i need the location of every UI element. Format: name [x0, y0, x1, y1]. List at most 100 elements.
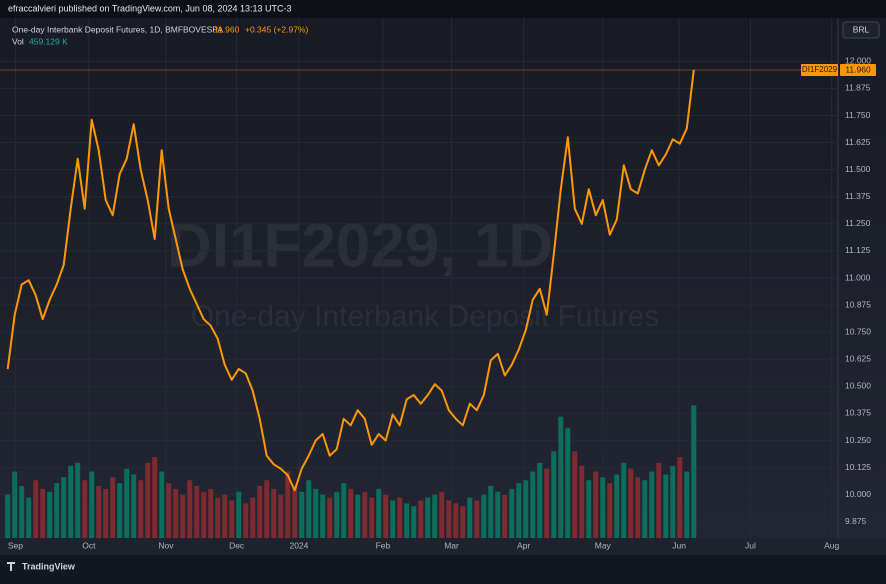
volume-bar	[565, 428, 571, 538]
volume-bar	[201, 491, 207, 538]
volume-bar	[425, 497, 431, 538]
currency-label[interactable]: BRL	[853, 24, 870, 34]
volume-bar	[229, 500, 235, 538]
price-tag	[840, 64, 876, 76]
volume-bar	[670, 465, 676, 538]
x-tick-label: Apr	[517, 540, 530, 550]
time-axis	[0, 538, 886, 555]
volume-bar	[166, 483, 172, 538]
volume-bar	[19, 486, 25, 538]
volume-bar	[159, 471, 165, 538]
volume-bar	[222, 494, 228, 538]
volume-bar	[656, 462, 662, 538]
y-tick-label: 10.000	[845, 489, 871, 499]
x-tick-label: May	[595, 540, 612, 550]
volume-bar	[12, 471, 18, 538]
volume-bar	[75, 462, 81, 538]
volume-bar	[117, 483, 123, 538]
legend-change: +0.345 (+2.97%)	[245, 24, 308, 34]
volume-bar	[355, 494, 361, 538]
volume-title: Vol	[12, 36, 24, 46]
footer	[0, 555, 886, 579]
volume-bar	[103, 488, 109, 538]
currency-button[interactable]	[842, 21, 880, 39]
volume-bar	[404, 503, 410, 538]
volume-bar	[481, 494, 487, 538]
volume-bar	[614, 474, 620, 538]
volume-bar	[145, 462, 151, 538]
legend-title: One-day Interbank Deposit Futures, 1D, B…	[12, 24, 223, 34]
volume-bar	[313, 488, 319, 538]
volume-bar	[607, 483, 613, 538]
brand-logo	[7, 562, 15, 571]
volume-bar	[572, 451, 578, 538]
volume-bar	[621, 462, 627, 538]
publisher: efraccalvieri published on TradingView.c…	[8, 3, 292, 13]
volume-bar	[5, 494, 11, 538]
y-tick-label: 11.875	[845, 83, 871, 93]
volume-bar	[40, 488, 46, 538]
x-tick-label: Dec	[229, 540, 245, 550]
volume-bar	[33, 480, 39, 538]
y-tick-label: 10.875	[845, 299, 871, 309]
volume-bar	[110, 477, 116, 538]
volume-bar	[432, 494, 438, 538]
volume-bar	[96, 486, 102, 538]
y-tick-label: 11.375	[845, 191, 871, 201]
y-tick-label: 10.625	[845, 354, 871, 364]
volume-bar	[299, 491, 305, 538]
y-tick-label: 11.125	[845, 245, 871, 255]
x-tick-label: Feb	[376, 540, 391, 550]
volume-bar	[292, 486, 298, 538]
y-tick-label: 10.500	[845, 381, 871, 391]
x-tick-label: Sep	[8, 540, 23, 550]
x-tick-label: Jul	[745, 540, 756, 550]
volume-bar	[124, 468, 130, 538]
volume-bar	[642, 480, 648, 538]
volume-bar	[257, 486, 263, 538]
volume-bar	[215, 497, 221, 538]
volume-bar	[173, 488, 179, 538]
volume-bar	[537, 462, 543, 538]
volume-bar	[544, 468, 550, 538]
volume-bar	[551, 451, 557, 538]
brand: TradingView	[22, 561, 76, 571]
volume-bar	[264, 480, 270, 538]
volume-bar	[586, 480, 592, 538]
volume-bar	[131, 474, 137, 538]
volume-value: 459.129 K	[29, 36, 68, 46]
volume-bar	[390, 500, 396, 538]
volume-bar	[635, 477, 641, 538]
volume-bar	[47, 491, 53, 538]
volume-bar	[208, 488, 214, 538]
symbol-tag	[801, 64, 838, 76]
volume-bar	[82, 480, 88, 538]
volume-bar	[495, 491, 501, 538]
volume-bar	[446, 500, 452, 538]
y-tick-label: 9.875	[845, 516, 867, 526]
volume-bar	[558, 416, 564, 538]
volume-bar	[236, 491, 242, 538]
volume-bar	[488, 486, 494, 538]
volume-bar	[138, 480, 144, 538]
volume-bar	[593, 471, 599, 538]
volume-bar	[579, 465, 585, 538]
volume-bar	[334, 491, 340, 538]
volume-bar	[397, 497, 403, 538]
volume-bar	[278, 494, 284, 538]
symbol-tag-label: DI1F2029	[802, 65, 838, 74]
x-tick-label: 2024	[289, 540, 308, 550]
volume-bar	[677, 457, 683, 538]
volume-bar	[320, 494, 326, 538]
x-tick-label: Jun	[672, 540, 686, 550]
x-tick-label: Aug	[824, 540, 839, 550]
volume-bar	[341, 483, 347, 538]
price-tag-label: 11.960	[845, 64, 871, 74]
volume-bar	[61, 477, 67, 538]
y-tick-label: 11.750	[845, 110, 871, 120]
volume-bar	[54, 483, 60, 538]
y-tick-label: 11.250	[845, 218, 871, 228]
y-tick-label: 10.250	[845, 435, 871, 445]
